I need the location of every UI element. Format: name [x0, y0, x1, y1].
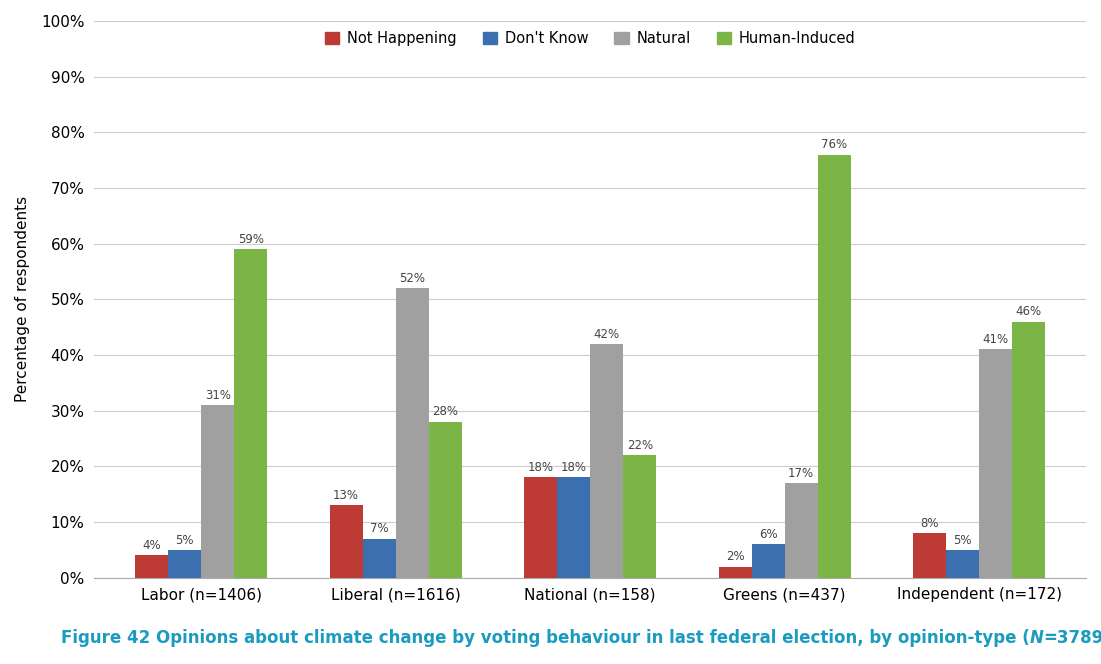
Text: 5%: 5% — [953, 533, 972, 546]
Text: 7%: 7% — [370, 523, 389, 535]
Text: 28%: 28% — [433, 406, 458, 418]
Bar — [752, 544, 785, 578]
Text: 5%: 5% — [175, 533, 194, 546]
Text: 13%: 13% — [334, 489, 359, 502]
Y-axis label: Percentage of respondents: Percentage of respondents — [15, 197, 30, 402]
Text: 6%: 6% — [759, 528, 777, 541]
Bar — [395, 288, 428, 578]
Bar — [818, 155, 851, 578]
Text: 76%: 76% — [821, 138, 848, 151]
Bar — [168, 550, 201, 578]
Text: 2%: 2% — [726, 550, 744, 563]
Bar — [201, 405, 235, 578]
Bar — [623, 456, 656, 578]
Bar — [329, 505, 362, 578]
Text: 52%: 52% — [400, 272, 425, 285]
Bar — [1012, 321, 1045, 578]
Text: 41%: 41% — [982, 333, 1009, 346]
Bar — [590, 344, 623, 578]
Text: Figure 42 Opinions about climate change by voting behaviour in last federal elec: Figure 42 Opinions about climate change … — [61, 629, 1029, 647]
Text: 22%: 22% — [626, 439, 653, 452]
Text: 18%: 18% — [527, 461, 554, 474]
Text: 18%: 18% — [560, 461, 587, 474]
Text: 4%: 4% — [142, 539, 161, 552]
Text: 17%: 17% — [788, 467, 815, 479]
Bar — [362, 539, 395, 578]
Text: 8%: 8% — [920, 517, 939, 530]
Text: 31%: 31% — [205, 388, 231, 402]
Text: 46%: 46% — [1015, 305, 1042, 318]
Text: =3789): =3789) — [1043, 629, 1101, 647]
Bar — [557, 477, 590, 578]
Bar — [428, 422, 461, 578]
Bar — [785, 483, 818, 578]
Legend: Not Happening, Don't Know, Natural, Human-Induced: Not Happening, Don't Know, Natural, Huma… — [325, 31, 855, 46]
Bar — [946, 550, 979, 578]
Bar — [524, 477, 557, 578]
Bar — [235, 249, 268, 578]
Text: 59%: 59% — [238, 233, 264, 246]
Text: 42%: 42% — [593, 327, 620, 341]
Text: N: N — [1029, 629, 1043, 647]
Bar — [719, 566, 752, 578]
Bar — [979, 349, 1012, 578]
Bar — [913, 533, 946, 578]
Bar — [135, 555, 168, 578]
